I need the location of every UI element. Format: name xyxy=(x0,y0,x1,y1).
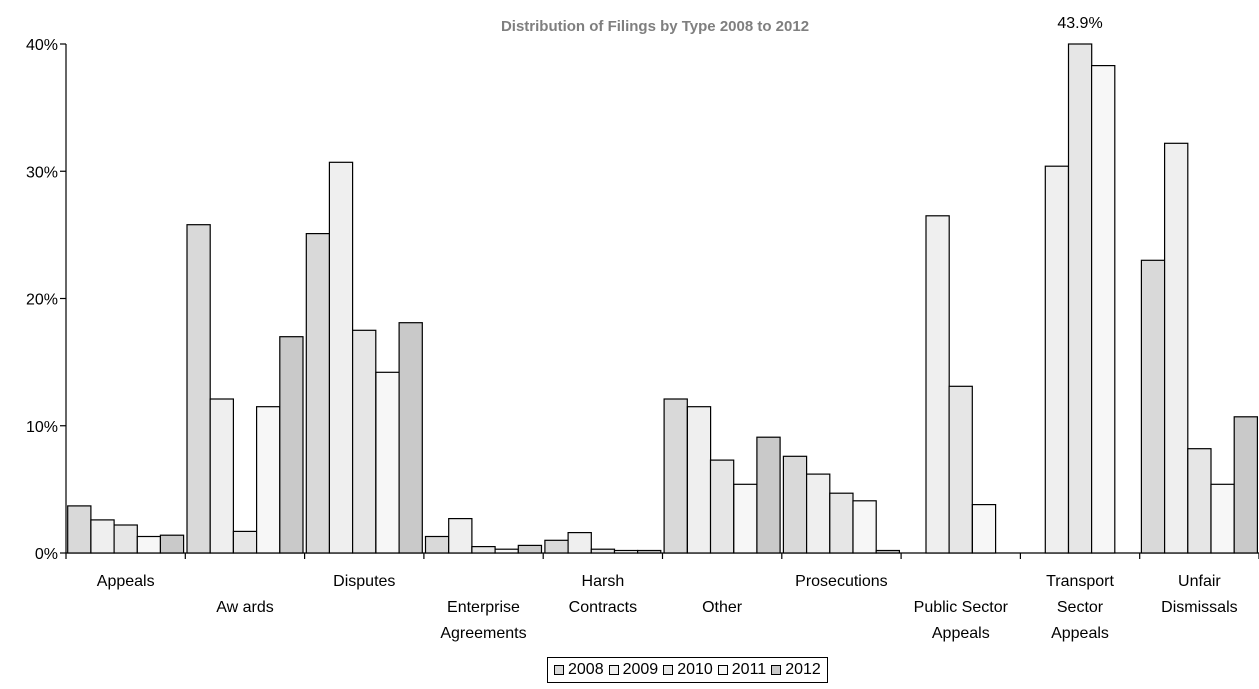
bar-2011-cat-1 xyxy=(256,406,281,554)
bar-2008-cat-2 xyxy=(305,233,331,554)
x-category-label: Prosecutions xyxy=(795,573,888,590)
bar-2012-cat-9 xyxy=(1233,416,1258,554)
legend-item: 2010 xyxy=(663,661,713,679)
legend-item: 2008 xyxy=(554,661,604,679)
bar-2010-cat-0 xyxy=(113,524,138,554)
bar-2008-cat-6 xyxy=(782,455,808,554)
bar-2011-cat-5 xyxy=(733,483,758,554)
bar-2010-cat-9 xyxy=(1187,448,1212,554)
bar-2010-cat-7 xyxy=(948,385,973,554)
bar-2009-cat-0 xyxy=(90,519,115,554)
legend-swatch xyxy=(608,665,619,675)
bar-2011-cat-7 xyxy=(971,504,997,554)
x-category-label: Unfair xyxy=(1178,573,1221,590)
bar-2009-cat-4 xyxy=(567,531,592,554)
bar-2009-cat-7 xyxy=(925,215,950,554)
bar-2008-cat-0 xyxy=(67,505,92,554)
legend-label: 2012 xyxy=(785,661,821,678)
legend-swatch xyxy=(554,665,564,675)
x-category-label: Enterprise xyxy=(447,599,520,616)
bar-2011-cat-0 xyxy=(136,535,162,554)
bar-2011-cat-9 xyxy=(1210,483,1235,554)
x-category-label: Public Sector xyxy=(914,599,1009,616)
bar-2011-cat-3 xyxy=(494,548,519,554)
legend-swatch xyxy=(771,665,782,675)
y-tick-label: 30% xyxy=(26,164,58,181)
bar-2012-cat-4 xyxy=(636,549,662,554)
bar-2011-cat-2 xyxy=(375,371,400,554)
bar-2011-cat-8 xyxy=(1090,64,1116,554)
x-category-label: Aw ards xyxy=(216,599,274,616)
y-tick-label: 40% xyxy=(26,37,58,54)
bar-2009-cat-3 xyxy=(448,517,473,554)
y-tick-label: 10% xyxy=(26,419,58,436)
y-tick-label: 20% xyxy=(26,292,58,309)
x-category-label: Appeals xyxy=(932,625,990,642)
bar-2009-cat-5 xyxy=(686,406,712,554)
bar-2009-cat-9 xyxy=(1163,142,1189,554)
bar-2009-cat-1 xyxy=(209,398,234,554)
bar-2010-cat-8 xyxy=(1067,43,1093,554)
bar-2008-cat-5 xyxy=(663,398,688,554)
bar-2012-cat-3 xyxy=(517,544,543,554)
chart-bars xyxy=(67,43,1258,554)
bar-2012-cat-1 xyxy=(279,336,304,554)
bar-2010-cat-2 xyxy=(352,329,377,554)
x-category-label: Contracts xyxy=(569,599,637,616)
bar-2010-cat-5 xyxy=(709,459,735,554)
legend-item: 2009 xyxy=(608,661,659,679)
legend-label: 2009 xyxy=(622,661,659,678)
bar-2012-cat-5 xyxy=(756,436,781,554)
bar-2008-cat-9 xyxy=(1140,259,1166,554)
legend-swatch xyxy=(717,665,728,675)
x-category-label: Disputes xyxy=(333,573,395,590)
bar-2009-cat-6 xyxy=(805,473,831,554)
x-category-label: Appeals xyxy=(97,573,155,590)
chart-title: Distribution of Filings by Type 2008 to … xyxy=(501,18,809,35)
bar-2010-cat-4 xyxy=(590,548,616,554)
x-category-label: Sector xyxy=(1057,599,1104,616)
bar-2010-cat-3 xyxy=(471,545,496,554)
chart-legend: 2008 2009 2010 2011 2012 xyxy=(547,657,828,683)
bar-2009-cat-2 xyxy=(328,161,354,554)
x-category-label: Other xyxy=(702,599,743,616)
x-category-label: Appeals xyxy=(1051,625,1109,642)
data-label: 43.9% xyxy=(1057,15,1102,32)
bar-2008-cat-1 xyxy=(186,224,211,554)
x-category-label: Harsh xyxy=(582,573,625,590)
legend-item: 2012 xyxy=(771,661,821,679)
bar-2012-cat-0 xyxy=(159,534,185,554)
bar-2010-cat-1 xyxy=(232,530,258,554)
bar-2010-cat-6 xyxy=(829,492,854,554)
legend-swatch xyxy=(663,665,674,675)
bar-2012-cat-2 xyxy=(398,322,423,554)
x-category-label: Transport xyxy=(1046,573,1114,590)
bar-2011-cat-6 xyxy=(852,500,877,554)
legend-label: 2008 xyxy=(568,661,604,678)
bar-2008-cat-3 xyxy=(424,535,450,554)
bar-2012-cat-6 xyxy=(875,549,901,554)
bar-2011-cat-4 xyxy=(613,549,639,554)
bar-2009-cat-8 xyxy=(1044,165,1070,554)
legend-label: 2010 xyxy=(677,661,713,678)
x-category-label: Agreements xyxy=(440,625,526,642)
bar-2008-cat-4 xyxy=(544,539,569,554)
legend-item: 2011 xyxy=(717,661,767,679)
chart-labels: Appeals Aw ards Disputes Enterprise Agreemen… xyxy=(97,15,1238,642)
y-tick-label: 0% xyxy=(35,546,58,563)
legend-label: 2011 xyxy=(731,661,767,678)
x-category-label: Dismissals xyxy=(1161,599,1237,616)
